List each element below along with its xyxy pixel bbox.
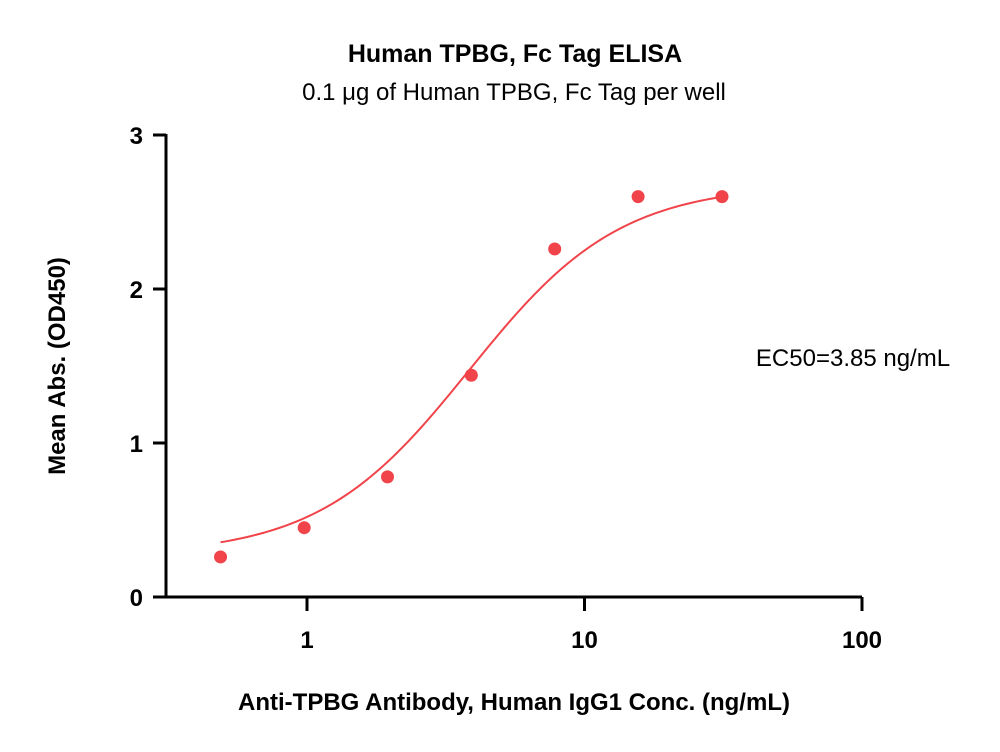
- data-point: [464, 368, 478, 382]
- chart-title: Human TPBG, Fc Tag ELISA: [348, 40, 682, 68]
- data-point: [548, 242, 562, 256]
- x-axis-label: Anti-TPBG Antibody, Human IgG1 Conc. (ng…: [238, 689, 790, 716]
- x-tick-label: 100: [842, 627, 882, 654]
- fit-curve: [220, 195, 723, 544]
- data-points: [214, 190, 729, 564]
- ec50-annotation: EC50=3.85 ng/mL: [756, 345, 950, 372]
- y-tick-label: 2: [130, 277, 143, 304]
- axes: [164, 134, 862, 599]
- data-point: [380, 470, 394, 484]
- y-tick-label: 1: [130, 431, 143, 458]
- chart-subtitle: 0.1 μg of Human TPBG, Fc Tag per well: [302, 79, 726, 106]
- y-tick-label: 0: [130, 585, 143, 612]
- data-point: [297, 521, 311, 535]
- y-axis-label: Mean Abs. (OD450): [44, 257, 71, 475]
- data-point: [715, 190, 729, 204]
- data-point: [631, 190, 645, 204]
- x-tick-label: 10: [571, 627, 598, 654]
- x-tick-label: 1: [300, 627, 313, 654]
- y-tick-label: 3: [130, 123, 143, 150]
- x-ticks: 1 10 100: [300, 597, 882, 654]
- y-ticks: 0 1 2 3: [130, 123, 166, 612]
- data-point: [214, 550, 228, 564]
